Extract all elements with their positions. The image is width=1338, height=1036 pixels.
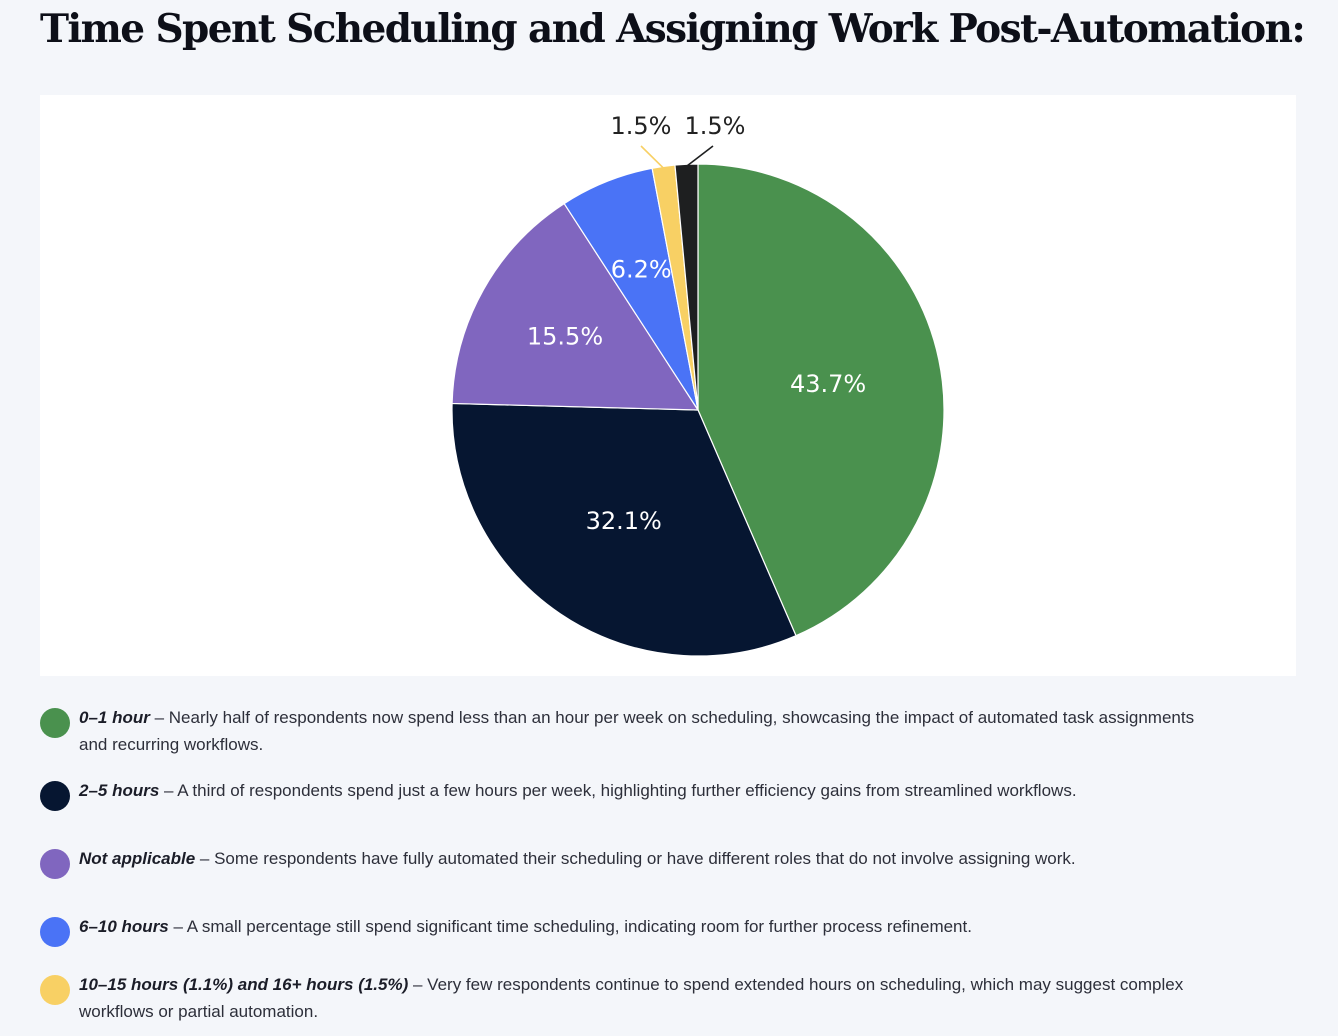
pie-data-label: 1.5% [685,112,746,140]
pie-data-label: 15.5% [527,322,603,350]
legend-separator: – [159,781,178,800]
legend-swatch [40,708,70,738]
legend-text: Not applicable – Some respondents have f… [79,845,1219,872]
legend-key: 10–15 hours (1.1%) and 16+ hours (1.5%) [79,975,409,994]
legend-separator: – [168,917,187,936]
pie-leader-line [640,145,665,169]
legend-description: Nearly half of respondents now spend les… [79,708,1195,754]
pie-data-label: 43.7% [790,370,866,398]
pie-slice [697,163,945,637]
legend-description: A third of respondents spend just a few … [177,781,1077,800]
pie-data-label: 1.5% [611,112,672,140]
pie-slice [674,163,699,411]
pie-slice [451,402,797,657]
legend-key: 6–10 hours [79,917,169,936]
legend-swatch [40,849,70,879]
page-title: Time Spent Scheduling and Assigning Work… [40,6,1306,52]
pie-data-label: 6.2% [611,255,672,283]
legend-separator: – [408,975,428,994]
legend-separator: – [195,849,215,868]
legend-text: 2–5 hours – A third of respondents spend… [79,777,1219,804]
pie-slice [451,202,700,411]
legend-key: Not applicable [79,849,196,868]
legend-text: 0–1 hour – Nearly half of respondents no… [79,704,1219,758]
pie-chart: 43.7% 32.1% 15.5% 6.2% 1.5% 1.5% [451,112,945,657]
legend-text: 10–15 hours (1.1%) and 16+ hours (1.5%) … [79,971,1219,1025]
legend-swatch [40,975,70,1005]
legend-description: A small percentage still spend significa… [186,917,972,936]
legend-key: 0–1 hour [79,708,150,727]
chart-panel: 43.7% 32.1% 15.5% 6.2% 1.5% 1.5% [40,95,1296,676]
legend-text: 6–10 hours – A small percentage still sp… [79,913,1219,940]
pie-data-label: 32.1% [586,507,662,535]
pie-leader-line [686,145,714,167]
legend-swatch [40,781,70,811]
legend-separator: – [149,708,169,727]
legend-key: 2–5 hours [79,781,160,800]
legend-description: Very few respondents continue to spend e… [79,975,1184,1021]
legend-description: Some respondents have fully automated th… [214,849,1076,868]
legend-swatch [40,917,70,947]
